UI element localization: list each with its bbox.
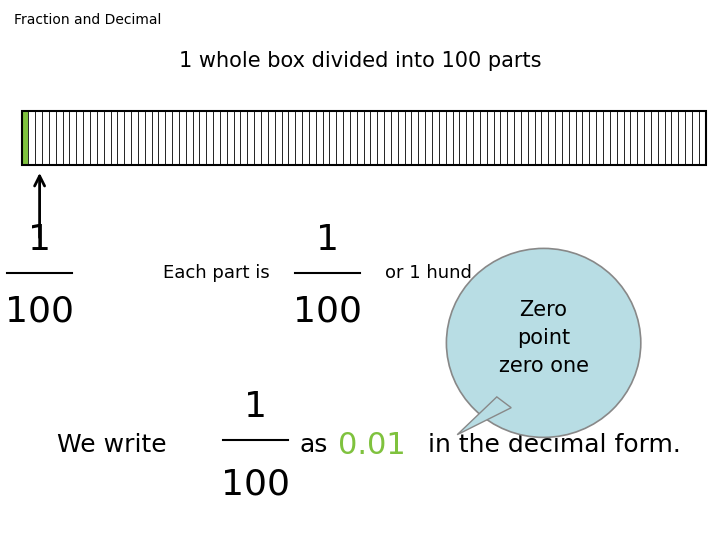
Text: 100: 100 bbox=[221, 467, 290, 501]
Text: 1: 1 bbox=[28, 222, 51, 256]
Bar bbox=[22, 111, 29, 165]
Text: 1 whole box divided into 100 parts: 1 whole box divided into 100 parts bbox=[179, 51, 541, 71]
Text: Zero
point
zero one: Zero point zero one bbox=[498, 300, 589, 375]
Bar bbox=[22, 111, 706, 165]
Text: 1: 1 bbox=[244, 390, 267, 424]
Text: in the decimal form.: in the decimal form. bbox=[428, 434, 681, 457]
Text: 1: 1 bbox=[316, 222, 339, 256]
Polygon shape bbox=[457, 397, 511, 435]
Bar bbox=[29, 111, 706, 165]
Text: Fraction and Decimal: Fraction and Decimal bbox=[14, 14, 162, 28]
Text: as: as bbox=[299, 434, 328, 457]
Ellipse shape bbox=[446, 248, 641, 437]
Text: 100: 100 bbox=[293, 294, 362, 328]
Text: Each part is: Each part is bbox=[163, 264, 269, 282]
Text: or 1 hund: or 1 hund bbox=[385, 264, 472, 282]
Text: 0.01: 0.01 bbox=[338, 431, 405, 460]
Text: 100: 100 bbox=[5, 294, 74, 328]
Text: We write: We write bbox=[57, 434, 166, 457]
